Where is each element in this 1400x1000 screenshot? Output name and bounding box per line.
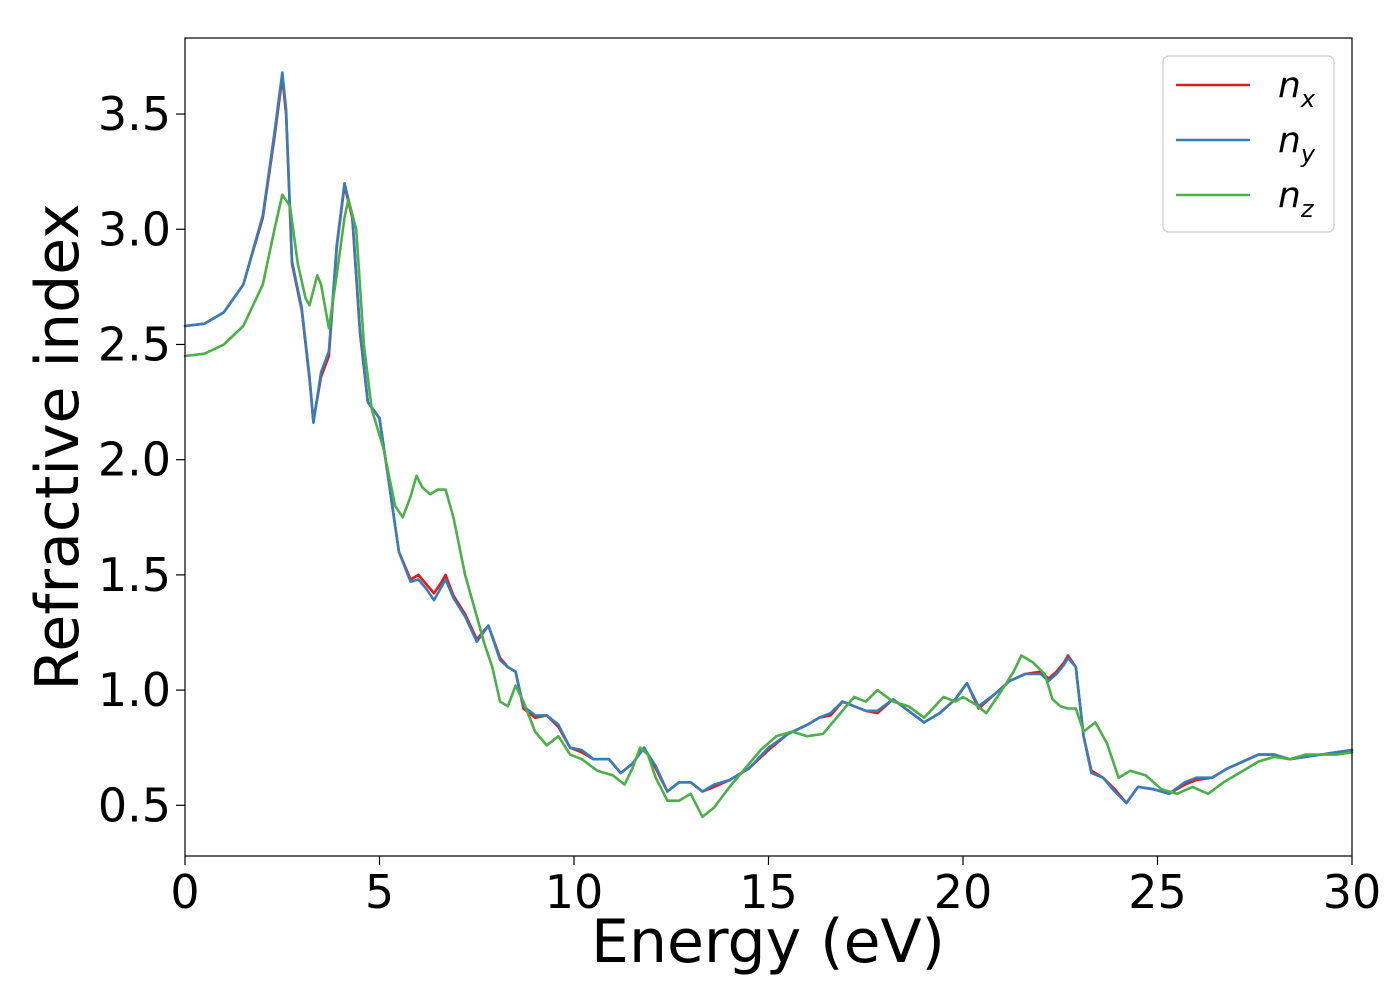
y-tick-label: 2.5 — [98, 317, 171, 371]
legend-label-x: nx — [1278, 65, 1316, 113]
legend: nx ny nz — [1162, 55, 1335, 233]
y-tick-label: 3.0 — [98, 202, 171, 256]
legend-label-y: ny — [1278, 120, 1316, 168]
x-tick-label: 15 — [739, 865, 798, 919]
x-tick-label: 20 — [934, 865, 993, 919]
x-tick-label: 30 — [1323, 865, 1382, 919]
x-tick-label: 5 — [365, 865, 394, 919]
plot-lines — [183, 71, 1354, 819]
x-tick-label: 0 — [170, 865, 199, 919]
x-axis-label: Energy (eV) — [591, 907, 945, 977]
series-line-z — [183, 193, 1354, 819]
x-axis-ticks: 0 5 10 15 20 25 30 — [170, 856, 1381, 919]
legend-box — [1162, 55, 1335, 233]
y-axis-label: Refractive index — [23, 203, 93, 690]
y-axis-ticks: 0.5 1.0 1.5 2.0 2.5 3.0 3.5 — [98, 87, 185, 832]
y-tick-label: 1.5 — [98, 548, 171, 602]
x-tick-label: 25 — [1128, 865, 1187, 919]
y-tick-label: 2.0 — [98, 433, 171, 487]
y-tick-label: 1.0 — [98, 663, 171, 717]
legend-label-z: nz — [1278, 175, 1315, 223]
y-tick-label: 0.5 — [98, 778, 171, 832]
series-line-y — [183, 71, 1354, 805]
y-tick-label: 3.5 — [98, 87, 171, 141]
x-tick-label: 10 — [545, 865, 604, 919]
